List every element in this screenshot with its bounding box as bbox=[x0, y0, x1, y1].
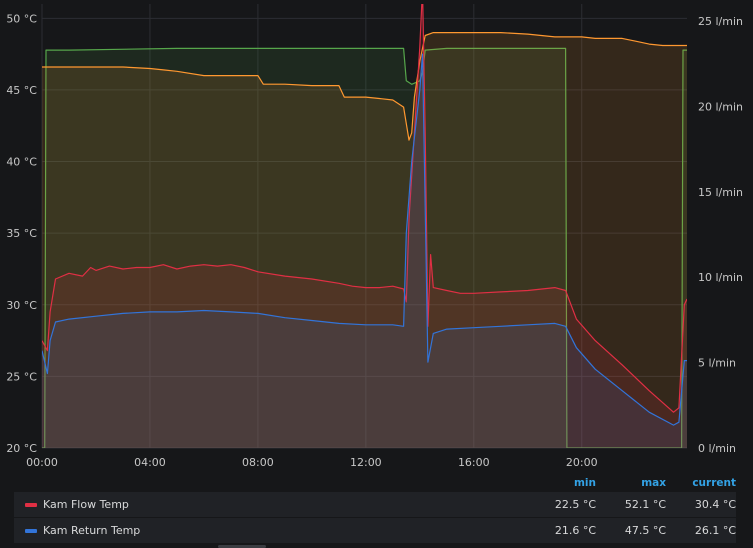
y-right-tick-label: 5 l/min bbox=[698, 357, 736, 370]
series-3 bbox=[42, 47, 687, 448]
chart-canvas: 20 °C 25 °C 30 °C 35 °C 40 °C 45 °C 50 °C 0 l/m… bbox=[6, 4, 743, 469]
legend-header-current[interactable]: current bbox=[692, 477, 736, 489]
series-2 bbox=[42, 31, 687, 448]
scrollbar-thumb[interactable] bbox=[218, 545, 266, 548]
series-line bbox=[42, 53, 687, 426]
legend-current-value: 30.4 °C bbox=[694, 498, 736, 511]
x-tick-label: 20:00 bbox=[566, 456, 598, 469]
y-left-tick-label: 45 °C bbox=[6, 84, 37, 97]
legend-header-max[interactable]: max bbox=[641, 477, 666, 489]
series-area-fill bbox=[42, 54, 687, 448]
y-right-tick-label: 15 l/min bbox=[698, 186, 743, 199]
series-0 bbox=[42, 4, 687, 448]
y-left-tick-label: 40 °C bbox=[6, 156, 37, 169]
series-color-swatch[interactable] bbox=[25, 528, 37, 533]
x-tick-label: 16:00 bbox=[458, 456, 490, 469]
time-series-chart: 20 °C 25 °C 30 °C 35 °C 40 °C 45 °C 50 °C 0 l/m… bbox=[6, 4, 743, 469]
legend-header-min[interactable]: min bbox=[573, 477, 596, 489]
legend-row-return-temp[interactable]: Kam Return Temp 21.6 °C 47.5 °C 26.1 °C bbox=[14, 518, 736, 543]
legend-max-value: 52.1 °C bbox=[624, 498, 666, 511]
y-left-tick-label: 50 °C bbox=[6, 12, 37, 25]
series-color-swatch[interactable] bbox=[25, 502, 37, 507]
legend-series-name[interactable]: Kam Flow Temp bbox=[43, 498, 129, 511]
legend-min-value: 22.5 °C bbox=[554, 498, 596, 511]
legend-header: min max current bbox=[14, 474, 736, 492]
legend-row-flow-temp[interactable]: Kam Flow Temp 22.5 °C 52.1 °C 30.4 °C bbox=[14, 492, 736, 517]
series-1 bbox=[42, 53, 687, 448]
series-area-fill bbox=[42, 32, 687, 448]
series-line bbox=[42, 47, 687, 448]
y-right-tick-label: 0 l/min bbox=[698, 442, 736, 455]
legend-max-value: 47.5 °C bbox=[624, 524, 666, 537]
y-left-tick-label: 25 °C bbox=[6, 370, 37, 383]
y-left-tick-label: 20 °C bbox=[6, 442, 37, 455]
y-right-tick-label: 20 l/min bbox=[698, 100, 743, 113]
legend-series-name[interactable]: Kam Return Temp bbox=[43, 524, 141, 537]
x-tick-label: 08:00 bbox=[242, 456, 274, 469]
x-tick-label: 00:00 bbox=[26, 456, 58, 469]
legend-table: min max current Kam Flow Temp 22.5 °C 52… bbox=[14, 474, 736, 544]
y-right-tick-label: 10 l/min bbox=[698, 271, 743, 284]
y-left-tick-label: 30 °C bbox=[6, 299, 37, 312]
series-line bbox=[42, 4, 687, 413]
series-area-fill bbox=[42, 48, 687, 448]
series-line bbox=[42, 31, 687, 141]
x-tick-label: 04:00 bbox=[134, 456, 166, 469]
x-tick-label: 12:00 bbox=[350, 456, 382, 469]
legend-current-value: 26.1 °C bbox=[694, 524, 736, 537]
y-left-tick-label: 35 °C bbox=[6, 227, 37, 240]
y-right-tick-label: 25 l/min bbox=[698, 15, 743, 28]
series-area-fill bbox=[42, 4, 687, 448]
legend-min-value: 21.6 °C bbox=[554, 524, 596, 537]
